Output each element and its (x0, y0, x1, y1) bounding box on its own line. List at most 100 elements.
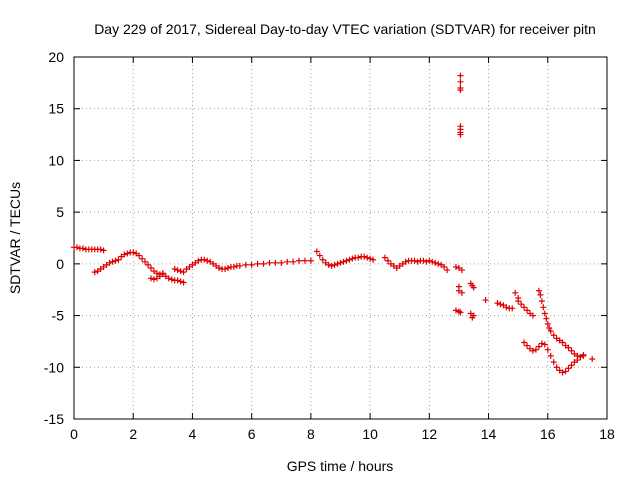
data-point (381, 254, 388, 261)
data-point (307, 257, 314, 264)
data-point (248, 261, 255, 268)
data-point (529, 312, 536, 319)
data-point (541, 310, 548, 317)
grid (74, 57, 607, 419)
data-point (550, 332, 557, 339)
data-point (541, 341, 548, 348)
data-point (524, 307, 531, 314)
data-point (171, 266, 178, 273)
series-seg5 (313, 248, 377, 269)
x-tick-label: 4 (189, 426, 197, 442)
data-point (174, 267, 181, 274)
data-point (284, 258, 291, 265)
data-point (547, 352, 554, 359)
x-tick-label: 10 (362, 426, 378, 442)
series-seg10 (482, 289, 522, 312)
data-point (142, 258, 149, 265)
chart-title: Day 229 of 2017, Sidereal Day-to-day VTE… (94, 21, 596, 37)
data-point (124, 250, 131, 257)
data-point (529, 347, 536, 354)
data-point (435, 260, 442, 267)
data-point (509, 305, 516, 312)
data-point (361, 253, 368, 260)
data-point (429, 258, 436, 265)
data-point (589, 356, 596, 363)
data-point (457, 131, 464, 138)
y-tick-label: 15 (48, 101, 64, 117)
data-point (331, 261, 338, 268)
data-point (521, 304, 528, 311)
data-point (532, 346, 539, 353)
data-point (177, 278, 184, 285)
data-point (568, 347, 575, 354)
series-seg8 (457, 72, 464, 138)
data-point (518, 301, 525, 308)
data-point (535, 287, 542, 294)
series-seg6 (381, 254, 451, 274)
series-seg11 (515, 298, 536, 319)
data-point (222, 266, 229, 273)
data-point (543, 315, 550, 322)
y-tick-label: 20 (48, 49, 64, 65)
data-point (457, 309, 464, 316)
y-tick-label: -15 (44, 411, 64, 427)
series-seg4 (171, 256, 314, 276)
data-point (577, 353, 584, 360)
data-point (540, 304, 547, 311)
data-point (346, 256, 353, 263)
data-point (328, 262, 335, 269)
data-point (301, 257, 308, 264)
data-point (457, 72, 464, 79)
data-point (112, 257, 119, 264)
data-point (224, 264, 231, 271)
data-point (544, 346, 551, 353)
series-seg13 (521, 339, 596, 376)
data-point (355, 254, 362, 261)
data-point (168, 276, 175, 283)
data-point (444, 267, 451, 274)
data-point (550, 359, 557, 366)
data-point (535, 343, 542, 350)
data-point (452, 263, 459, 270)
data-point (515, 298, 522, 305)
data-point (512, 289, 519, 296)
data-point (452, 307, 459, 314)
data-point (503, 304, 510, 311)
series-seg7 (452, 263, 465, 316)
data-point (272, 259, 279, 266)
data-point (565, 365, 572, 372)
data-point (201, 256, 208, 263)
data-point (364, 254, 371, 261)
data-point (313, 248, 320, 255)
data-point (469, 314, 476, 321)
data-point (426, 257, 433, 264)
data-point (100, 247, 107, 254)
data-point (568, 362, 575, 369)
data-point (538, 298, 545, 305)
data-point (562, 368, 569, 375)
y-axis-label: SDTVAR / TECUs (7, 182, 23, 294)
data-point (457, 78, 464, 85)
data-point (559, 369, 566, 376)
y-tick-label: 5 (56, 204, 64, 220)
data-point (165, 275, 172, 282)
x-tick-label: 14 (481, 426, 497, 442)
y-tick-label: 10 (48, 152, 64, 168)
x-tick-label: 12 (422, 426, 438, 442)
data-point (574, 357, 581, 364)
data-point (497, 301, 504, 308)
data-point (180, 279, 187, 286)
data-point (343, 257, 350, 264)
x-tick-label: 0 (70, 426, 78, 442)
data-point (411, 257, 418, 264)
y-tick-label: -5 (52, 308, 65, 324)
data-point (458, 267, 465, 274)
data-point (254, 260, 261, 267)
data-point (109, 258, 116, 265)
data-point (290, 258, 297, 265)
x-tick-label: 16 (540, 426, 556, 442)
data-point (423, 258, 430, 265)
data-point (136, 252, 143, 259)
data-point (340, 258, 347, 265)
